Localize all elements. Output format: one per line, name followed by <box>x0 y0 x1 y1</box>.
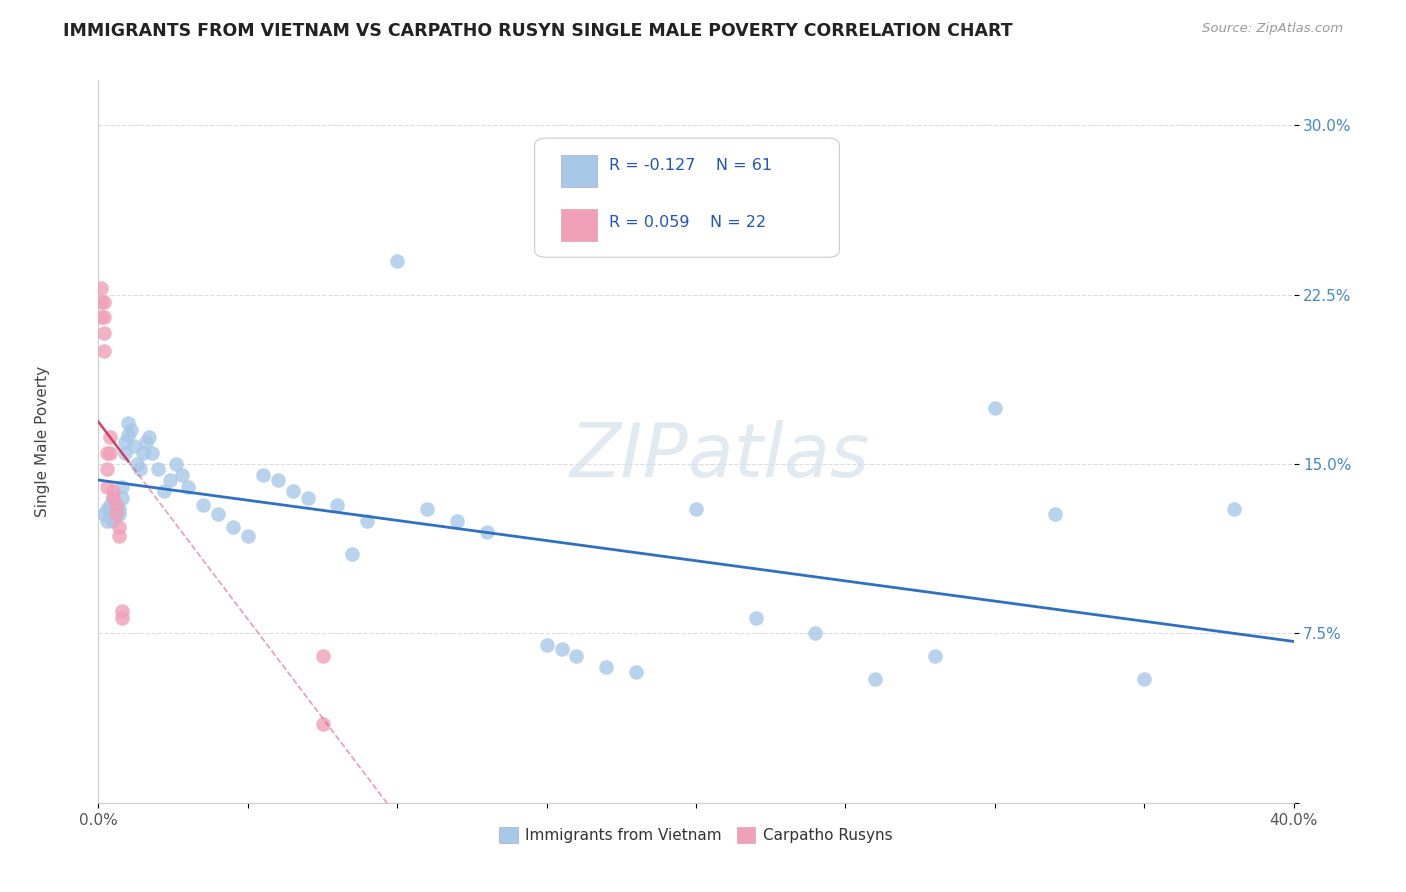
Point <box>111 491 134 505</box>
Point <box>132 446 155 460</box>
Point <box>117 427 139 442</box>
Text: ZIPatlas: ZIPatlas <box>569 420 870 492</box>
Point <box>865 672 887 686</box>
Point <box>120 423 142 437</box>
Point <box>984 401 1007 415</box>
Point <box>446 514 468 528</box>
Point <box>356 514 378 528</box>
Point <box>550 642 572 657</box>
Bar <box>561 209 596 242</box>
Point <box>96 502 118 516</box>
Point <box>90 310 112 325</box>
Point <box>177 480 200 494</box>
Point <box>311 648 333 663</box>
Point <box>103 484 125 499</box>
FancyBboxPatch shape <box>534 138 839 257</box>
Text: R = -0.127    N = 61: R = -0.127 N = 61 <box>609 158 772 173</box>
Point <box>475 524 498 539</box>
Point <box>129 461 152 475</box>
Point <box>90 294 112 309</box>
Point <box>207 507 229 521</box>
Point <box>114 446 136 460</box>
Point <box>311 716 333 731</box>
Point <box>98 498 122 512</box>
Text: IMMIGRANTS FROM VIETNAM VS CARPATHO RUSYN SINGLE MALE POVERTY CORRELATION CHART: IMMIGRANTS FROM VIETNAM VS CARPATHO RUSY… <box>63 22 1012 40</box>
Point <box>326 498 349 512</box>
Point <box>281 484 304 499</box>
Point <box>191 498 214 512</box>
Point <box>745 610 768 624</box>
Point <box>114 434 136 449</box>
Point <box>252 468 274 483</box>
Point <box>111 604 134 618</box>
Point <box>96 461 118 475</box>
Point <box>124 439 146 453</box>
Point <box>108 502 131 516</box>
Point <box>98 430 122 444</box>
Point <box>222 520 245 534</box>
Bar <box>561 154 596 187</box>
Point <box>127 457 149 471</box>
Point <box>626 665 648 679</box>
Point <box>103 491 125 505</box>
Legend: Immigrants from Vietnam, Carpatho Rusyns: Immigrants from Vietnam, Carpatho Rusyns <box>494 822 898 849</box>
Point <box>103 502 125 516</box>
Point <box>1223 502 1246 516</box>
Point <box>96 514 118 528</box>
Point <box>416 502 439 516</box>
Point <box>105 498 128 512</box>
Point <box>138 430 160 444</box>
Point <box>1133 672 1156 686</box>
Point <box>90 281 112 295</box>
Point <box>236 529 259 543</box>
Point <box>595 660 617 674</box>
Point <box>172 468 194 483</box>
Point <box>165 457 187 471</box>
Point <box>141 446 163 460</box>
Point <box>342 548 364 562</box>
Point <box>159 473 181 487</box>
Point <box>148 461 170 475</box>
Point <box>685 502 707 516</box>
Point <box>108 520 131 534</box>
Point <box>93 294 115 309</box>
Point <box>93 344 115 359</box>
Point <box>105 507 128 521</box>
Point <box>804 626 827 640</box>
Point <box>105 507 128 521</box>
Point <box>98 446 122 460</box>
Point <box>96 446 118 460</box>
Point <box>267 473 290 487</box>
Text: R = 0.059    N = 22: R = 0.059 N = 22 <box>609 215 766 230</box>
Point <box>105 498 128 512</box>
Point <box>96 480 118 494</box>
Point <box>385 253 409 268</box>
Point <box>135 434 157 449</box>
Y-axis label: Single Male Poverty: Single Male Poverty <box>35 366 49 517</box>
Point <box>1043 507 1066 521</box>
Point <box>117 417 139 431</box>
Point <box>111 480 134 494</box>
Point <box>108 507 131 521</box>
Point <box>108 529 131 543</box>
Point <box>103 491 125 505</box>
Point <box>924 648 946 663</box>
Point <box>153 484 176 499</box>
Point <box>98 507 122 521</box>
Point <box>536 638 558 652</box>
Point <box>103 514 125 528</box>
Point <box>111 610 134 624</box>
Text: Source: ZipAtlas.com: Source: ZipAtlas.com <box>1202 22 1343 36</box>
Point <box>93 310 115 325</box>
Point <box>93 326 115 340</box>
Point <box>297 491 319 505</box>
Point <box>565 648 588 663</box>
Point <box>93 507 115 521</box>
